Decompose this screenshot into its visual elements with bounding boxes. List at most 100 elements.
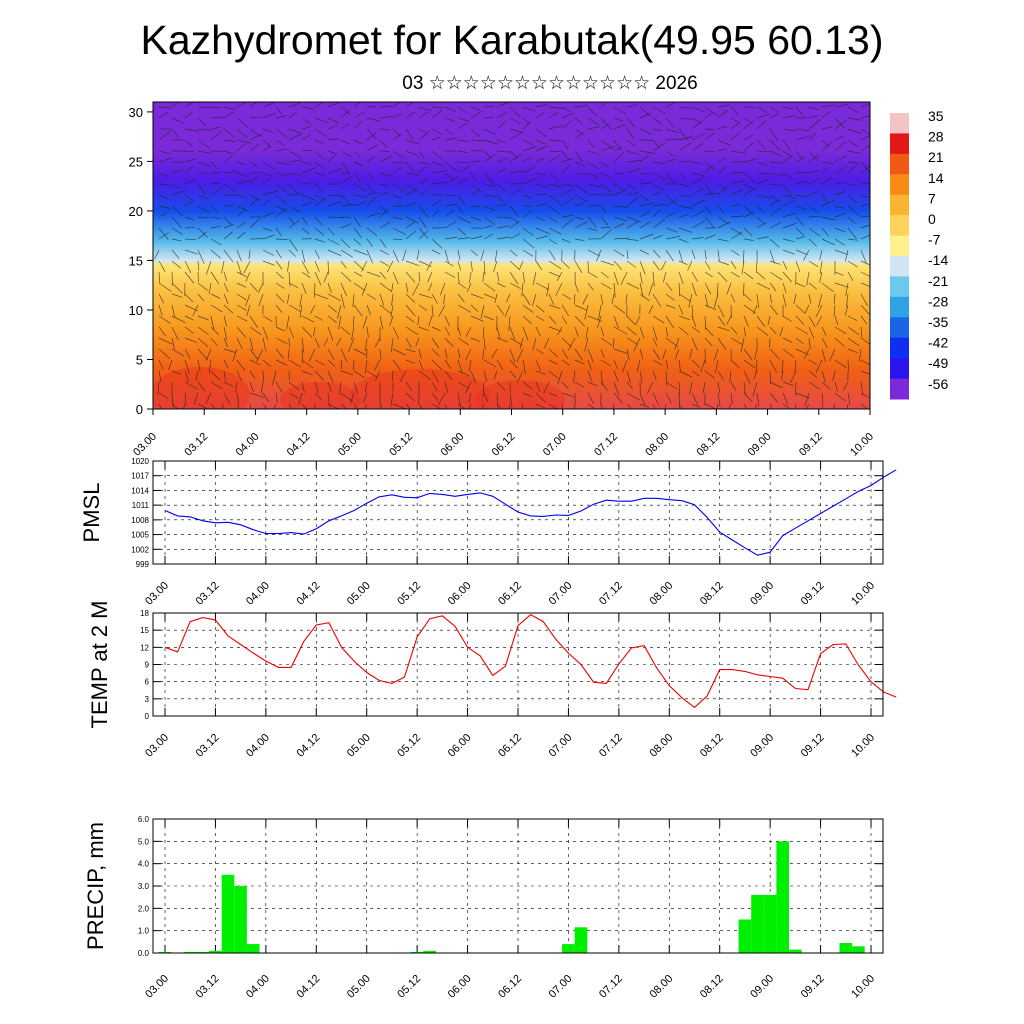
wind-barb bbox=[613, 359, 618, 369]
wind-barb bbox=[158, 370, 162, 383]
wind-barb bbox=[756, 236, 769, 240]
wind-barb bbox=[665, 172, 674, 183]
wind-barb bbox=[716, 403, 719, 409]
wind-barb bbox=[482, 348, 485, 360]
wind-barb bbox=[366, 117, 381, 122]
wind-barb bbox=[195, 370, 199, 381]
wind-barb bbox=[769, 128, 779, 142]
wind-barb bbox=[301, 271, 311, 278]
colorbar-swatch bbox=[890, 235, 909, 257]
wind-barb bbox=[557, 370, 563, 385]
wind-barb bbox=[171, 227, 184, 235]
wind-barb bbox=[457, 348, 461, 359]
x-tick-label: 06.00 bbox=[438, 431, 466, 459]
wind-barb bbox=[847, 150, 861, 154]
wind-barb bbox=[184, 226, 195, 229]
wind-barb bbox=[834, 119, 847, 130]
wind-barb bbox=[519, 337, 524, 349]
wind-barb bbox=[821, 176, 832, 185]
wind-barb bbox=[392, 326, 399, 339]
wind-barb bbox=[205, 348, 212, 361]
wind-barb bbox=[405, 139, 419, 145]
colorbar-swatch bbox=[890, 133, 909, 155]
wind-barb bbox=[301, 337, 305, 353]
wind-barb bbox=[431, 199, 442, 207]
wind-barb bbox=[379, 191, 390, 196]
x-tick-label: 07.00 bbox=[541, 431, 569, 459]
wind-barb bbox=[483, 282, 496, 292]
wind-barb bbox=[834, 155, 847, 163]
wind-barb bbox=[197, 326, 209, 335]
wind-barb bbox=[691, 337, 698, 351]
wind-barb bbox=[275, 161, 290, 166]
wind-barb bbox=[509, 205, 519, 218]
wind-barb bbox=[665, 158, 676, 163]
wind-barb bbox=[362, 315, 368, 329]
wind-barb bbox=[236, 293, 247, 301]
wind-barb bbox=[585, 326, 589, 340]
wind-barb bbox=[431, 170, 447, 174]
wind-barb bbox=[795, 326, 808, 335]
wind-barb bbox=[352, 293, 355, 308]
wind-barb bbox=[275, 260, 283, 270]
wind-barb bbox=[639, 271, 643, 284]
wind-barb bbox=[439, 282, 446, 296]
wind-barb bbox=[600, 403, 603, 409]
wind-barb bbox=[301, 381, 305, 393]
wind-barb bbox=[249, 171, 261, 174]
wind-barb bbox=[314, 403, 316, 409]
wind-barb bbox=[197, 227, 208, 238]
wind-barb bbox=[208, 282, 212, 295]
x-tick-label: 04.00 bbox=[244, 580, 272, 608]
wind-barb bbox=[301, 201, 312, 207]
wind-barb bbox=[210, 216, 222, 220]
wind-barb bbox=[743, 326, 746, 337]
wind-barb bbox=[613, 326, 628, 335]
wind-barb bbox=[245, 293, 251, 307]
wind-barb bbox=[496, 102, 510, 108]
wind-barb bbox=[236, 392, 240, 405]
wind-barb bbox=[405, 304, 416, 317]
wind-barb bbox=[756, 222, 767, 229]
wind-barb bbox=[613, 205, 628, 208]
wind-barb bbox=[480, 304, 485, 319]
wind-barb bbox=[210, 182, 221, 185]
wind-barb bbox=[431, 181, 446, 185]
wind-barb bbox=[574, 315, 586, 327]
wind-barb bbox=[704, 337, 713, 347]
wind-barb bbox=[457, 237, 471, 240]
wind-barb bbox=[197, 293, 205, 302]
wind-barb bbox=[249, 218, 261, 229]
wind-barb bbox=[275, 207, 287, 218]
wind-barb bbox=[860, 128, 870, 136]
wind-barb bbox=[860, 337, 870, 345]
wind-barb bbox=[704, 161, 716, 171]
wind-barb bbox=[262, 337, 267, 352]
wind-barb bbox=[405, 359, 415, 364]
wind-barb bbox=[158, 111, 168, 119]
wind-barb bbox=[782, 155, 793, 163]
wind-barb bbox=[522, 120, 531, 130]
wind-barb bbox=[860, 293, 868, 307]
wind-barb bbox=[340, 326, 351, 336]
wind-barb bbox=[626, 196, 639, 207]
wind-barb bbox=[275, 172, 287, 176]
wind-barb bbox=[834, 103, 849, 108]
wind-barb bbox=[340, 348, 348, 363]
wind-barb bbox=[184, 158, 197, 163]
wind-barb bbox=[184, 348, 191, 360]
wind-barb bbox=[726, 282, 732, 295]
wind-barb bbox=[561, 120, 573, 130]
wind-barb bbox=[340, 106, 351, 116]
wind-barb bbox=[197, 403, 208, 409]
wind-barb bbox=[171, 282, 183, 294]
wind-barb bbox=[415, 337, 420, 347]
wind-barb bbox=[808, 215, 821, 218]
wind-barb bbox=[626, 128, 634, 139]
wind-barb bbox=[288, 370, 290, 381]
wind-barb bbox=[860, 194, 870, 199]
wind-barb bbox=[730, 131, 742, 141]
wind-barb bbox=[639, 210, 651, 218]
wind-barb bbox=[223, 155, 233, 163]
wind-barb bbox=[223, 381, 234, 388]
